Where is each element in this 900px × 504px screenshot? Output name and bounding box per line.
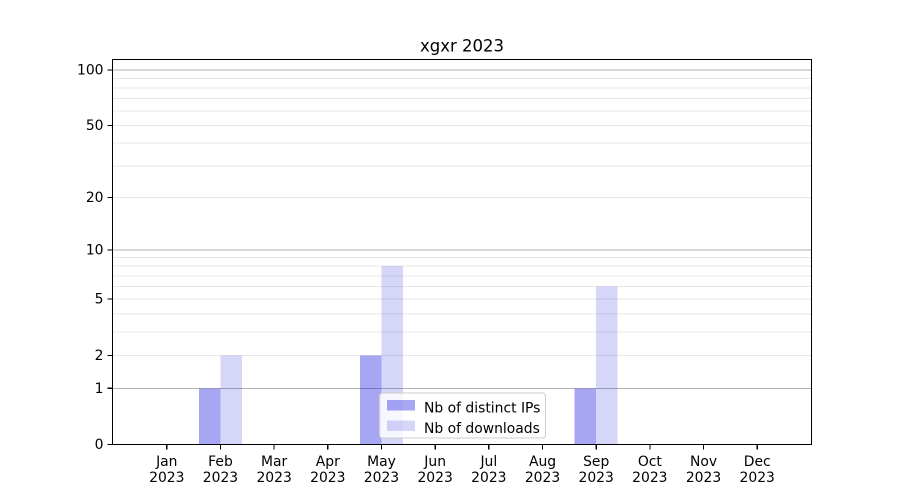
x-tick-label-year: 2023: [310, 470, 345, 486]
x-tick-label-year: 2023: [256, 470, 291, 486]
y-tick-label: 100: [77, 63, 104, 79]
gridlines-minor: [112, 77, 812, 356]
x-tick-label-month: Aug: [529, 454, 556, 470]
legend-box: [379, 392, 546, 439]
x-tick-label-month: Nov: [690, 454, 717, 470]
gridlines-major: [112, 69, 812, 389]
bar-ips-feb: [198, 388, 221, 445]
x-tick-label-month: Oct: [638, 454, 663, 470]
y-tick-label: 50: [86, 118, 104, 134]
x-tick-label-month: May: [367, 454, 396, 470]
legend-label-distinct-ips: Nb of distinct IPs: [424, 401, 540, 417]
x-tick-label-year: 2023: [686, 470, 721, 486]
chart-title: xgxr 2023: [420, 37, 504, 56]
x-tick-label-year: 2023: [579, 470, 614, 486]
axis-tick-labels: 0125102050100Jan2023Feb2023Mar2023Apr202…: [77, 63, 775, 486]
x-tick-label-year: 2023: [471, 470, 506, 486]
x-tick-label-month: Jul: [479, 454, 497, 470]
y-tick-label: 2: [95, 348, 104, 364]
x-tick-label-month: Apr: [316, 454, 340, 470]
x-tick-label-year: 2023: [149, 470, 184, 486]
x-tick-label-year: 2023: [417, 470, 452, 486]
x-tick-label-year: 2023: [525, 470, 560, 486]
x-tick-label-month: Feb: [208, 454, 233, 470]
x-tick-label-year: 2023: [632, 470, 667, 486]
x-tick-label-month: Jun: [423, 454, 446, 470]
legend: Nb of distinct IPs Nb of downloads: [379, 392, 546, 439]
legend-swatch-distinct-ips: [387, 400, 415, 411]
axis-tick-marks: [107, 69, 758, 450]
x-tick-label-year: 2023: [740, 470, 775, 486]
bar-ips-sep: [574, 388, 597, 445]
x-tick-label-month: Jan: [155, 454, 177, 470]
x-tick-label-year: 2023: [364, 470, 399, 486]
y-tick-label: 0: [95, 437, 104, 453]
x-tick-label-year: 2023: [203, 470, 238, 486]
x-tick-label-month: Sep: [583, 454, 609, 470]
y-tick-label: 10: [86, 242, 104, 258]
bar-downloads-sep: [596, 286, 618, 445]
y-tick-label: 5: [95, 292, 104, 308]
y-tick-label: 20: [86, 190, 104, 206]
x-tick-label-month: Dec: [744, 454, 771, 470]
legend-swatch-downloads: [387, 420, 415, 431]
plot-border: [111, 58, 813, 446]
bar-downloads-feb: [220, 355, 242, 445]
bar-ips-may: [359, 355, 382, 445]
x-tick-label-month: Mar: [261, 454, 287, 470]
legend-label-downloads: Nb of downloads: [424, 421, 540, 437]
y-tick-label: 1: [95, 381, 104, 397]
